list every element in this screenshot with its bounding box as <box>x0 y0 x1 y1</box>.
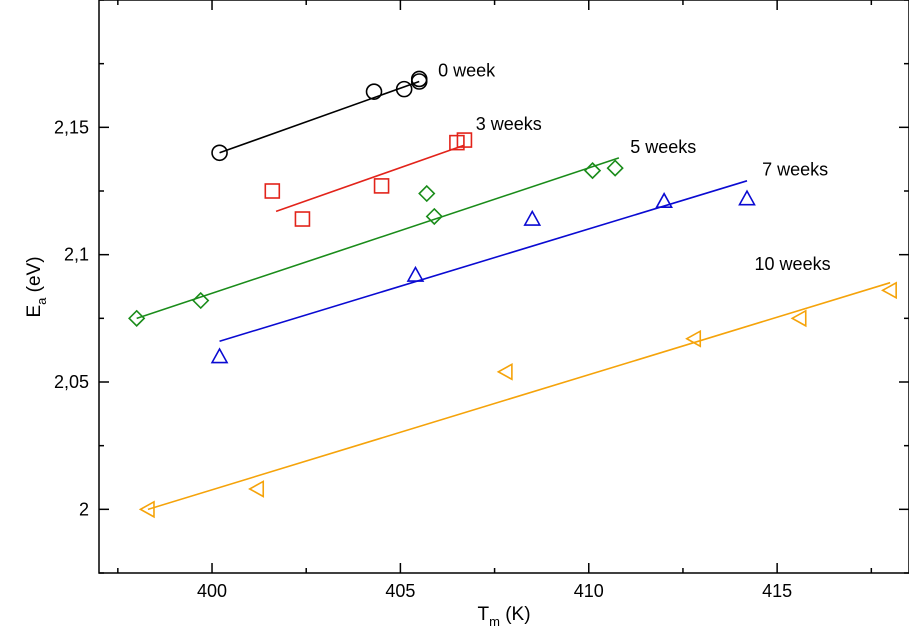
fit-lines <box>137 81 890 509</box>
x-tick-label: 410 <box>574 581 604 601</box>
data-points <box>129 71 896 516</box>
series-label-10-weeks: 10 weeks <box>755 254 831 274</box>
data-point-5-weeks <box>608 161 623 176</box>
fit-line-3-weeks <box>276 145 464 211</box>
data-point-7-weeks <box>408 268 423 282</box>
data-point-10-weeks <box>498 364 512 379</box>
y-tick-label: 2,05 <box>54 372 89 392</box>
data-point-3-weeks <box>375 179 389 193</box>
series-label-0-week: 0 week <box>438 60 496 80</box>
series-label-3-weeks: 3 weeks <box>476 114 542 134</box>
data-point-3-weeks <box>295 212 309 226</box>
y-tick-label: 2,15 <box>54 117 89 137</box>
fit-line-0-week <box>220 81 420 152</box>
fit-line-5-weeks <box>137 158 619 318</box>
data-point-10-weeks <box>792 311 806 326</box>
x-tick-label: 400 <box>197 581 227 601</box>
data-point-10-weeks <box>140 502 154 517</box>
data-point-7-weeks <box>212 349 227 363</box>
series-labels: 0 week 3 weeks 5 weeks 7 weeks 10 weeks <box>438 60 831 274</box>
data-point-10-weeks <box>250 481 263 496</box>
data-point-7-weeks <box>740 191 755 205</box>
y-axis-label: Ea (eV) <box>24 256 49 317</box>
series-label-7-weeks: 7 weeks <box>762 160 828 180</box>
fit-line-10-weeks <box>148 283 890 510</box>
series-label-5-weeks: 5 weeks <box>630 137 696 157</box>
y-tick-label: 2,1 <box>64 245 89 265</box>
data-point-5-weeks <box>419 186 434 201</box>
x-axis-label: Tm (K) <box>477 604 530 629</box>
data-point-3-weeks <box>265 184 279 198</box>
x-tick-label: 415 <box>762 581 792 601</box>
data-point-7-weeks <box>525 212 540 226</box>
x-tick-label: 405 <box>385 581 415 601</box>
y-tick-label: 2 <box>79 499 89 519</box>
fit-line-7-weeks <box>220 181 747 341</box>
